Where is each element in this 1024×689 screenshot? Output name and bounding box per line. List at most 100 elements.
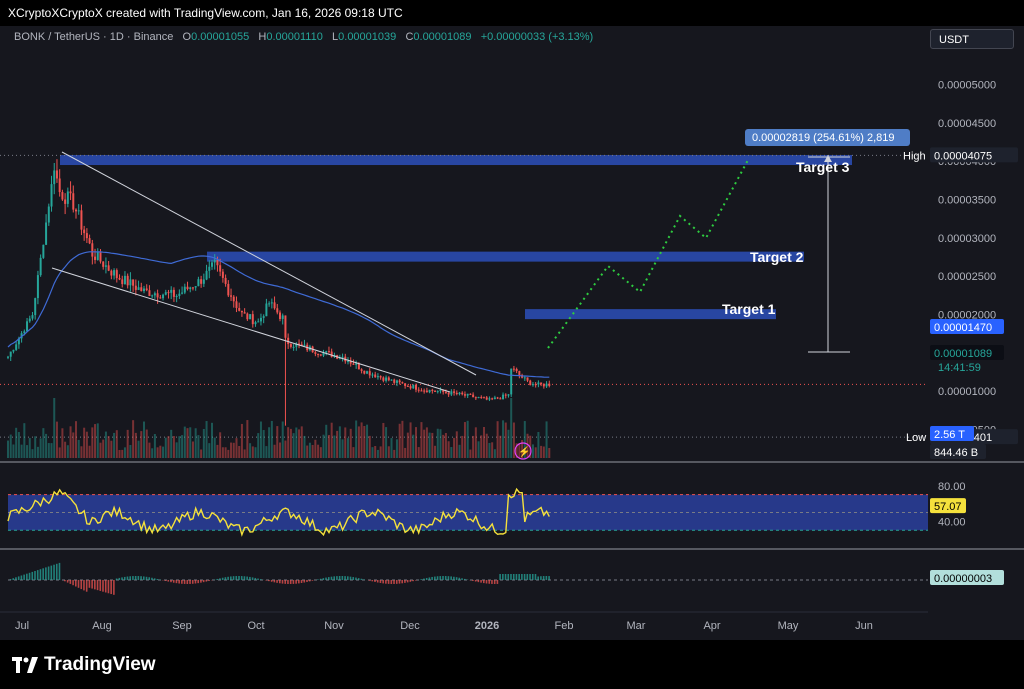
macd-bar xyxy=(47,566,50,580)
macd-pane: 0.00000003 xyxy=(8,562,1004,595)
macd-bar xyxy=(145,576,148,580)
macd-bar xyxy=(224,577,227,580)
macd-bar xyxy=(529,574,531,580)
macd-bar xyxy=(72,580,74,586)
macd-bar xyxy=(281,580,284,584)
candle-body xyxy=(485,397,488,400)
volume-bar xyxy=(352,447,355,458)
candle-body xyxy=(314,352,317,354)
candle-body xyxy=(545,383,548,387)
candle-body xyxy=(145,288,148,291)
candle-body xyxy=(526,377,529,381)
symbol-legend: BONK / TetherUS · 1D · Binance O0.000010… xyxy=(14,31,593,43)
macd-bar xyxy=(243,576,246,580)
macd-bar xyxy=(58,562,61,580)
volume-bar xyxy=(167,436,170,458)
macd-bar xyxy=(496,580,499,584)
macd-bar xyxy=(298,580,300,584)
macd-bar xyxy=(447,576,450,580)
candle-body xyxy=(224,277,227,284)
candle-body xyxy=(387,377,390,381)
candle-body xyxy=(341,356,344,358)
macd-bar xyxy=(507,574,510,580)
volume-bar xyxy=(9,434,12,458)
macd-bar xyxy=(118,577,121,580)
volume-bar xyxy=(34,436,37,458)
volume-bar xyxy=(202,428,205,458)
volume-bar xyxy=(232,442,235,458)
macd-bar xyxy=(450,576,452,580)
volume-bar xyxy=(303,435,306,458)
candle-body xyxy=(270,302,273,304)
macd-bar xyxy=(349,576,352,580)
volume-bar xyxy=(211,422,213,458)
volume-bar xyxy=(66,445,69,458)
volume-bars xyxy=(7,398,551,458)
volume-bar xyxy=(55,421,58,458)
candle-body xyxy=(469,393,472,395)
macd-bar xyxy=(227,576,229,580)
macd-bar xyxy=(295,580,297,584)
macd-bar xyxy=(94,580,96,590)
candle-body xyxy=(439,389,442,392)
volume-ma-value-label-box xyxy=(930,444,986,459)
volume-bar xyxy=(69,426,72,458)
volume-bar xyxy=(213,437,216,458)
target-zones xyxy=(0,154,928,438)
volume-bar xyxy=(279,442,281,458)
volume-bar xyxy=(504,422,507,458)
macd-bar xyxy=(194,580,197,584)
candle-body xyxy=(442,389,445,392)
candle-body xyxy=(300,344,303,346)
volume-bar xyxy=(61,428,64,458)
macd-bar xyxy=(265,580,267,581)
volume-bar xyxy=(115,430,118,458)
candle-body xyxy=(140,287,143,292)
volume-bar xyxy=(23,423,26,458)
macd-bar xyxy=(202,580,205,583)
volume-bar xyxy=(357,426,360,458)
macd-bar xyxy=(45,567,47,580)
ma-value-label: 0.00001470 xyxy=(934,322,992,334)
candle-body xyxy=(17,338,20,345)
volume-bar xyxy=(289,428,292,458)
volume-bar xyxy=(216,444,219,458)
candle-body xyxy=(295,343,298,347)
time-tick-label: Apr xyxy=(703,620,720,632)
macd-bar xyxy=(480,580,482,583)
volume-bar xyxy=(300,426,303,458)
volume-bar xyxy=(510,398,513,458)
candle-body xyxy=(477,397,480,399)
macd-bar xyxy=(390,580,393,584)
currency-button[interactable]: USDT xyxy=(930,29,1014,49)
macd-bar xyxy=(172,580,175,583)
candle-body xyxy=(213,259,216,263)
macd-bar xyxy=(123,576,126,580)
macd-bar xyxy=(537,576,539,580)
volume-bar xyxy=(360,422,363,458)
macd-bar xyxy=(39,569,42,580)
macd-bar xyxy=(531,574,534,580)
candle-body xyxy=(523,377,526,379)
candle-body xyxy=(472,394,475,398)
candle-body xyxy=(425,390,428,393)
brand-text: TradingView xyxy=(44,654,156,675)
volume-bar xyxy=(175,442,178,458)
price-chart[interactable]: 0.00002819 (254.61%) 2,819 Target 1 Target… xyxy=(0,0,1024,640)
candle-body xyxy=(12,349,15,352)
time-tick-label: Sep xyxy=(172,620,192,632)
volume-bar xyxy=(308,442,311,458)
symbol-name[interactable]: BONK / TetherUS · 1D · Binance xyxy=(14,31,174,43)
candle-body xyxy=(189,287,192,290)
macd-bar xyxy=(132,576,134,580)
candle-body xyxy=(191,287,194,289)
candle-body xyxy=(491,398,494,400)
volume-bar xyxy=(151,448,154,458)
volume-bar xyxy=(159,445,162,458)
candle-body xyxy=(534,384,537,386)
candle-body xyxy=(170,289,173,293)
volume-bar xyxy=(26,445,29,458)
time-tick-label: 2026 xyxy=(475,620,499,632)
macd-bar xyxy=(306,580,308,582)
macd-bar xyxy=(374,580,376,582)
